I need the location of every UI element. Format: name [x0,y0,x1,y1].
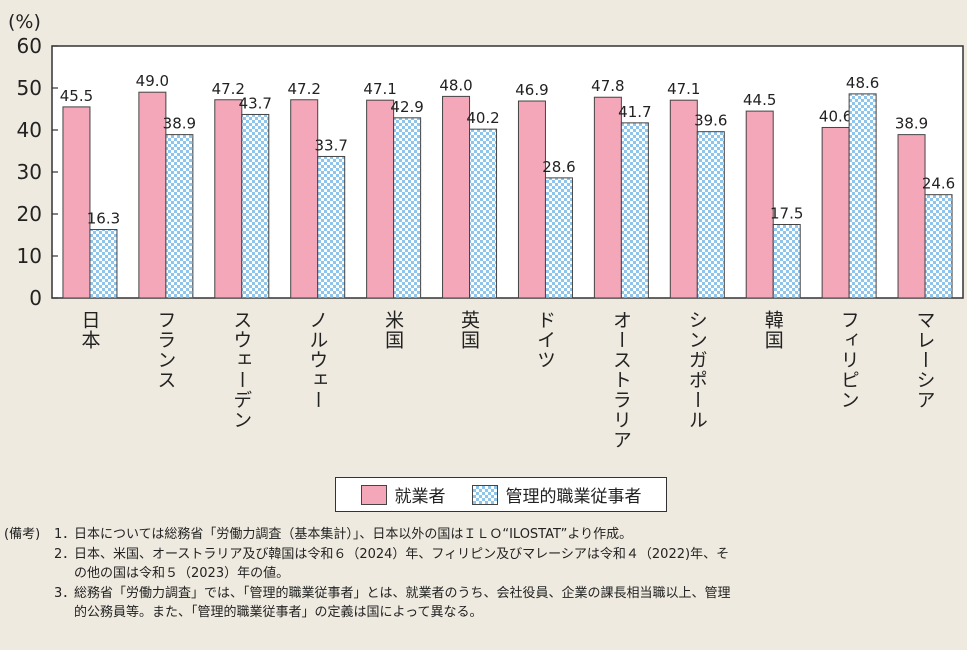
legend-label: 就業者 [394,487,446,507]
data-label: 48.6 [846,74,879,92]
data-label: 41.7 [618,103,651,121]
y-tick-label: 0 [29,286,42,310]
data-label: 47.8 [591,77,624,95]
bar-workers [214,99,243,299]
note-number: 2． [54,546,76,562]
x-tick-label: フィリピン [837,310,860,410]
bar-workers [62,106,91,299]
y-unit-label: (%) [8,11,41,33]
data-label: 38.9 [163,115,196,133]
bar-managers [393,117,422,299]
bar-workers [669,99,698,299]
bar-workers [442,95,471,299]
data-label: 43.7 [239,94,272,112]
legend: 就業者 管理的職業従事者 [335,477,667,512]
bar-managers [924,194,953,299]
note-text: 日本については総務省「労働力調査（基本集計）」、日本以外の国はＩＬＯ“ILOST… [74,527,633,542]
x-tick-label: スウェーデン [230,310,253,430]
data-label: 44.5 [743,91,776,109]
data-label: 16.3 [87,210,120,228]
x-tick-label: ノルウェー [306,310,329,410]
data-label: 17.5 [770,205,803,223]
data-label: 45.5 [60,87,93,105]
x-tick-label: マレーシア [913,310,936,410]
data-label: 48.0 [439,76,472,94]
bar-managers [89,229,118,299]
data-label: 40.2 [466,109,499,127]
bar-managers [620,122,649,299]
x-tick-label: シンガポール [685,310,708,430]
data-label: 47.2 [212,80,245,98]
bar-managers [696,131,725,299]
y-tick-label: 20 [17,202,42,226]
bar-workers [138,91,167,299]
data-label: 49.0 [136,72,169,90]
data-label: 46.9 [515,81,548,99]
legend-swatch-workers [360,484,387,505]
plot-area [51,45,964,299]
data-label: 47.1 [363,80,396,98]
y-tick-label: 40 [17,118,42,142]
note-text: の他の国は令和５（2023）年の値。 [74,566,290,581]
y-tick-label: 50 [17,76,42,100]
data-label: 33.7 [315,136,348,154]
note-text: 総務省「労働力調査」では、「管理的職業従事者」とは、就業者のうち、会社役員、企業… [74,585,731,601]
legend-label: 管理的職業従事者 [505,487,642,507]
y-tick-label: 60 [17,34,42,58]
bar-managers [544,177,573,299]
data-label: 42.9 [390,98,423,116]
y-tick-label: 30 [17,160,42,184]
note-number: 1． [54,527,76,542]
x-tick-label: ドイツ [533,310,556,370]
data-label: 47.1 [667,80,700,98]
bar-workers [290,99,319,299]
bar-managers [772,224,801,299]
note-text: 的公務員等。また、「管理的職業従事者」の定義は国によって異なる。 [74,605,483,620]
x-tick-label: 米国 [382,310,405,350]
notes-heading: (備考) [4,527,41,542]
bar-workers [821,126,850,299]
data-label: 28.6 [542,158,575,176]
bar-workers [517,100,546,299]
x-tick-label: オーストラリア [609,310,632,450]
bar-workers [366,99,395,299]
bar-workers [745,110,774,299]
data-label: 38.9 [895,115,928,133]
note-text: 日本、米国、オーストラリア及び韓国は令和６（2024）年、フィリピン及びマレーシ… [74,546,730,562]
y-tick-label: 10 [17,244,42,268]
bar-managers [469,128,498,299]
bar-managers [317,155,346,299]
legend-swatch-managers [471,484,498,505]
x-tick-label: 日本 [78,310,101,350]
data-label: 47.2 [288,80,321,98]
bar-workers [593,96,622,299]
bar-workers [897,134,926,299]
bar-managers [848,93,877,299]
data-label: 40.6 [819,107,852,125]
legend-item-managers: 管理的職業従事者 [471,482,642,507]
data-label: 24.6 [922,175,955,193]
notes: (備考) 1． 日本については総務省「労働力調査（基本集計）」、日本以外の国はＩＬＯ… [4,525,731,623]
note-number: 3． [54,585,76,601]
data-label: 39.6 [694,112,727,130]
x-tick-label: 英国 [458,310,481,350]
x-tick-label: フランス [154,310,177,390]
bar-managers [241,113,270,299]
x-tick-label: 韓国 [761,310,784,350]
legend-item-workers: 就業者 [360,482,446,507]
bar-managers [165,134,194,299]
